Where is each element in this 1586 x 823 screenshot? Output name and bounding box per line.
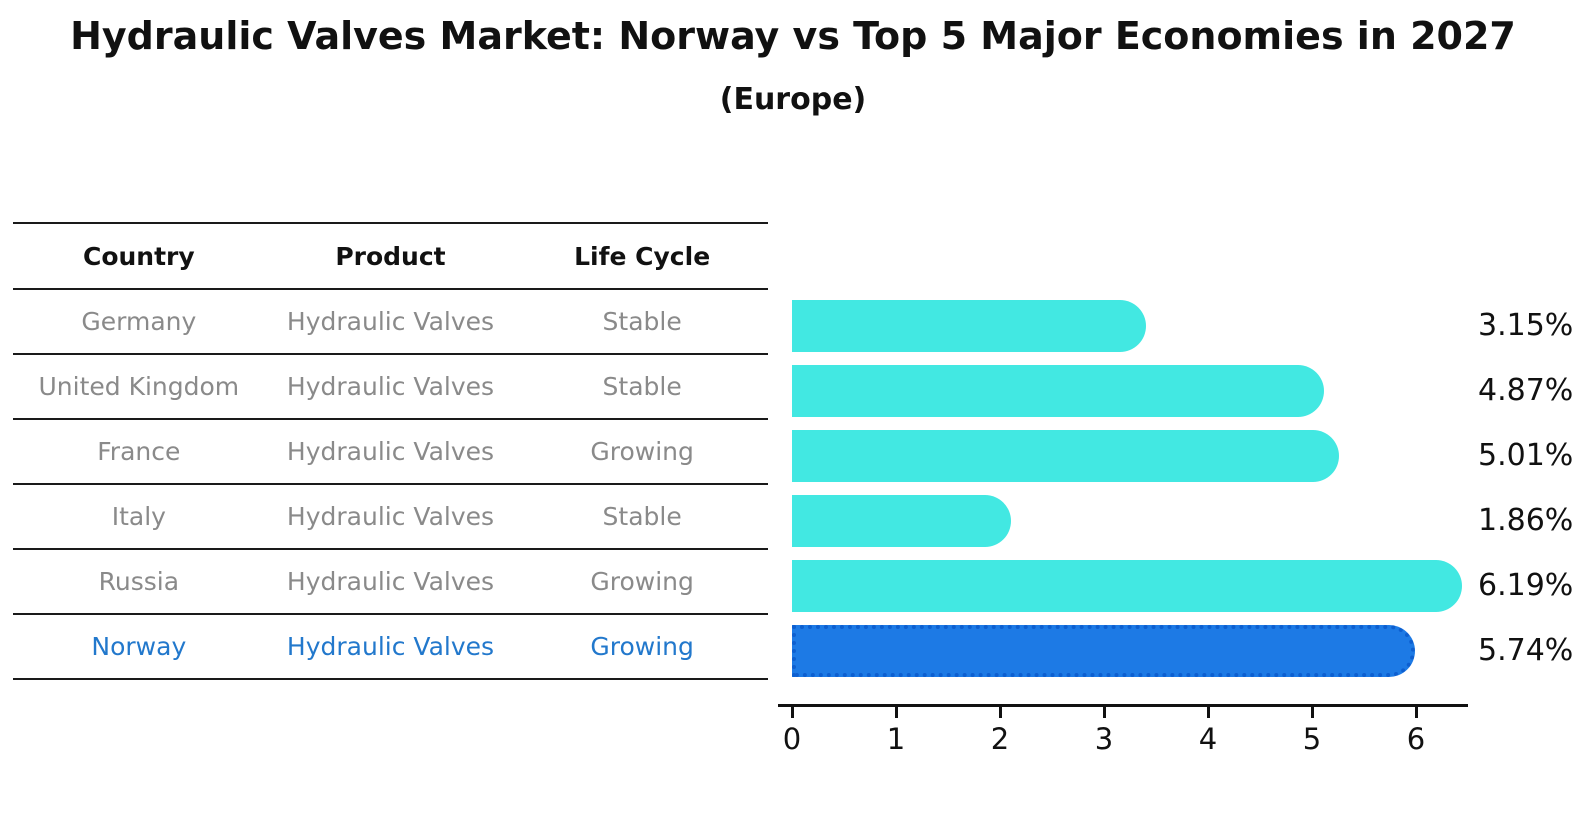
value-label: 1.86% xyxy=(1478,503,1574,538)
table-row: France Hydraulic Valves Growing xyxy=(13,420,768,485)
bar-united-kingdom xyxy=(792,365,1325,417)
cell-life-cycle: Stable xyxy=(602,307,682,336)
x-tick xyxy=(1207,707,1210,718)
cell-product: Hydraulic Valves xyxy=(286,307,495,336)
table-row: Norway Hydraulic Valves Growing xyxy=(13,615,768,680)
bar-france xyxy=(792,430,1340,482)
cell-country: France xyxy=(97,437,181,466)
value-label: 6.19% xyxy=(1478,568,1574,603)
bar-germany xyxy=(792,300,1146,352)
x-tick-label: 3 xyxy=(1094,722,1114,756)
x-tick xyxy=(895,707,898,718)
table-header-row: Country Product Life Cycle xyxy=(13,224,768,290)
x-tick xyxy=(1103,707,1106,718)
cell-product: Hydraulic Valves xyxy=(286,632,495,661)
bar-highlight-norway xyxy=(792,625,1415,677)
x-tick-label: 6 xyxy=(1406,722,1426,756)
x-tick-label: 2 xyxy=(990,722,1010,756)
table-row: United Kingdom Hydraulic Valves Stable xyxy=(13,355,768,420)
value-label: 5.01% xyxy=(1478,438,1574,473)
cell-life-cycle: Stable xyxy=(602,502,682,531)
cell-country: Italy xyxy=(111,502,166,531)
cell-product: Hydraulic Valves xyxy=(286,437,495,466)
column-header-product: Product xyxy=(335,241,446,271)
country-table: Country Product Life Cycle Germany Hydrau… xyxy=(13,222,768,680)
x-tick xyxy=(1415,707,1418,718)
value-label: 3.15% xyxy=(1478,308,1574,343)
x-tick-label: 4 xyxy=(1198,722,1218,756)
cell-product: Hydraulic Valves xyxy=(286,372,495,401)
x-tick xyxy=(999,707,1002,718)
chart-title: Hydraulic Valves Market: Norway vs Top 5… xyxy=(70,14,1516,58)
table-row: Russia Hydraulic Valves Growing xyxy=(13,550,768,615)
x-tick-label: 0 xyxy=(782,722,802,756)
table-row: Germany Hydraulic Valves Stable xyxy=(13,290,768,355)
x-tick-label: 1 xyxy=(886,722,906,756)
value-label: 5.74% xyxy=(1478,633,1574,668)
column-header-life-cycle: Life Cycle xyxy=(574,241,711,271)
cell-country: Germany xyxy=(81,307,197,336)
cell-country: Russia xyxy=(98,567,180,596)
cell-life-cycle: Growing xyxy=(590,632,694,661)
cell-product: Hydraulic Valves xyxy=(286,502,495,531)
x-tick-label: 5 xyxy=(1302,722,1322,756)
bar-italy xyxy=(792,495,1012,547)
cell-country: Norway xyxy=(91,632,187,661)
cell-life-cycle: Growing xyxy=(590,567,694,596)
x-tick xyxy=(791,707,794,718)
cell-life-cycle: Growing xyxy=(590,437,694,466)
cell-product: Hydraulic Valves xyxy=(286,567,495,596)
chart-subtitle: (Europe) xyxy=(719,82,867,117)
bar-russia xyxy=(792,560,1462,612)
value-label: 4.87% xyxy=(1478,373,1574,408)
x-axis-line xyxy=(778,704,1468,707)
table-row: Italy Hydraulic Valves Stable xyxy=(13,485,768,550)
column-header-country: Country xyxy=(82,241,195,271)
cell-country: United Kingdom xyxy=(38,372,240,401)
x-tick xyxy=(1311,707,1314,718)
cell-life-cycle: Stable xyxy=(602,372,682,401)
